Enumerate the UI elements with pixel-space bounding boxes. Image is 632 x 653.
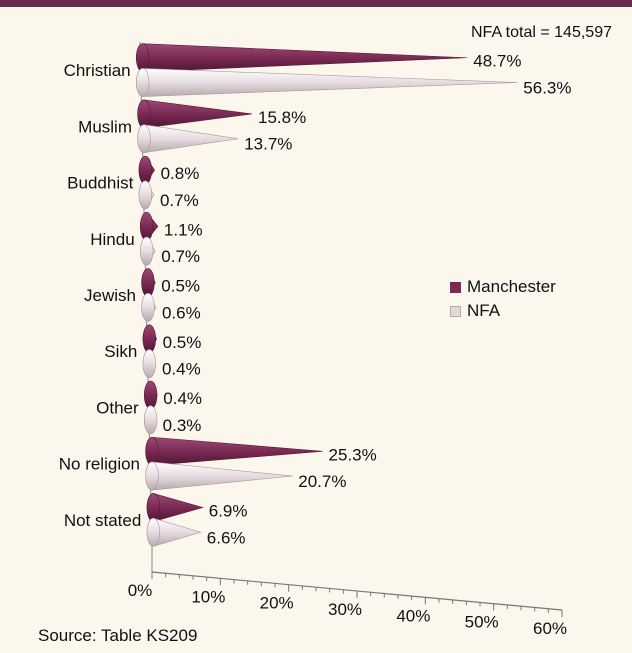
bar-manchester-7 <box>145 436 323 466</box>
x-tick-label: 30% <box>328 600 362 619</box>
bar-base-manchester-4 <box>141 268 155 297</box>
nfa-total-note: NFA total = 145,597 <box>471 24 612 41</box>
value-label-manchester: 25.3% <box>329 445 377 464</box>
value-label-nfa: 0.3% <box>163 416 202 435</box>
bar-manchester-1 <box>137 99 253 129</box>
value-label-manchester: 0.4% <box>163 389 202 408</box>
value-label-manchester: 0.8% <box>161 164 200 183</box>
category-label: Sikh <box>104 342 137 361</box>
category-label: Buddhist <box>67 174 133 193</box>
value-label-nfa: 0.4% <box>162 360 201 379</box>
bar-base-manchester-5 <box>142 324 156 354</box>
value-label-manchester: 48.7% <box>473 52 521 71</box>
value-label-manchester: 6.9% <box>209 502 248 521</box>
bar-manchester-0 <box>136 43 468 73</box>
x-tick-label: 40% <box>396 606 430 625</box>
x-tick-label: 60% <box>533 619 567 638</box>
x-tick-label: 50% <box>465 613 499 632</box>
value-label-manchester: 15.8% <box>258 108 306 127</box>
legend-label-manchester: Manchester <box>467 277 556 296</box>
x-tick-label: 0% <box>128 581 153 600</box>
bar-layer <box>136 43 518 547</box>
bar-nfa-0 <box>136 68 518 97</box>
bar-base-nfa-7 <box>145 461 159 491</box>
value-label-nfa: 0.6% <box>162 303 201 322</box>
legend-swatch-nfa <box>450 305 461 317</box>
legend-swatch-manchester <box>450 281 461 293</box>
bar-base-nfa-4 <box>141 293 155 322</box>
bar-base-manchester-7 <box>145 436 159 466</box>
legend: Manchester NFA <box>450 275 556 323</box>
bar-base-nfa-0 <box>136 68 150 97</box>
legend-item-nfa: NFA <box>450 299 556 323</box>
bar-base-manchester-2 <box>138 155 152 185</box>
x-tick-label: 20% <box>260 594 294 613</box>
bar-base-manchester-0 <box>136 43 150 73</box>
bar-base-manchester-1 <box>137 99 151 129</box>
bar-base-manchester-6 <box>144 380 158 410</box>
value-label-nfa: 0.7% <box>160 191 199 210</box>
category-label: Other <box>96 398 139 417</box>
value-label-nfa: 0.7% <box>161 247 200 266</box>
bar-base-nfa-1 <box>137 124 151 154</box>
top-border <box>0 0 632 7</box>
text-layer: 0% 10% 20% 30% 40% 50% 60% Christian 48.7%56.3% M… <box>59 52 572 638</box>
category-label: Christian <box>64 61 131 80</box>
bar-base-nfa-3 <box>140 236 154 266</box>
bar-base-nfa-6 <box>144 405 158 435</box>
bar-base-manchester-3 <box>140 212 154 241</box>
bar-nfa-7 <box>145 461 293 491</box>
value-label-manchester: 1.1% <box>164 220 203 239</box>
category-label: No religion <box>59 455 140 474</box>
bar-base-nfa-5 <box>142 349 156 378</box>
x-tick-label: 10% <box>191 587 225 606</box>
legend-label-nfa: NFA <box>467 301 501 320</box>
category-label: Not stated <box>64 511 142 530</box>
category-label: Jewish <box>84 286 136 305</box>
bar-base-nfa-2 <box>138 180 152 210</box>
value-label-nfa: 13.7% <box>244 135 292 154</box>
bar-nfa-1 <box>137 124 239 154</box>
value-label-manchester: 0.5% <box>163 333 202 352</box>
legend-item-manchester: Manchester <box>450 275 556 299</box>
source-note: Source: Table KS209 <box>38 626 198 645</box>
value-label-nfa: 56.3% <box>523 78 571 97</box>
axis-layer <box>139 41 563 617</box>
value-label-nfa: 20.7% <box>298 472 346 491</box>
category-label: Hindu <box>90 230 134 249</box>
category-label: Muslim <box>78 117 132 136</box>
value-label-manchester: 0.5% <box>161 277 200 296</box>
bar-base-manchester-8 <box>146 493 160 522</box>
bar-base-nfa-8 <box>146 517 160 547</box>
value-label-nfa: 6.6% <box>207 528 246 547</box>
